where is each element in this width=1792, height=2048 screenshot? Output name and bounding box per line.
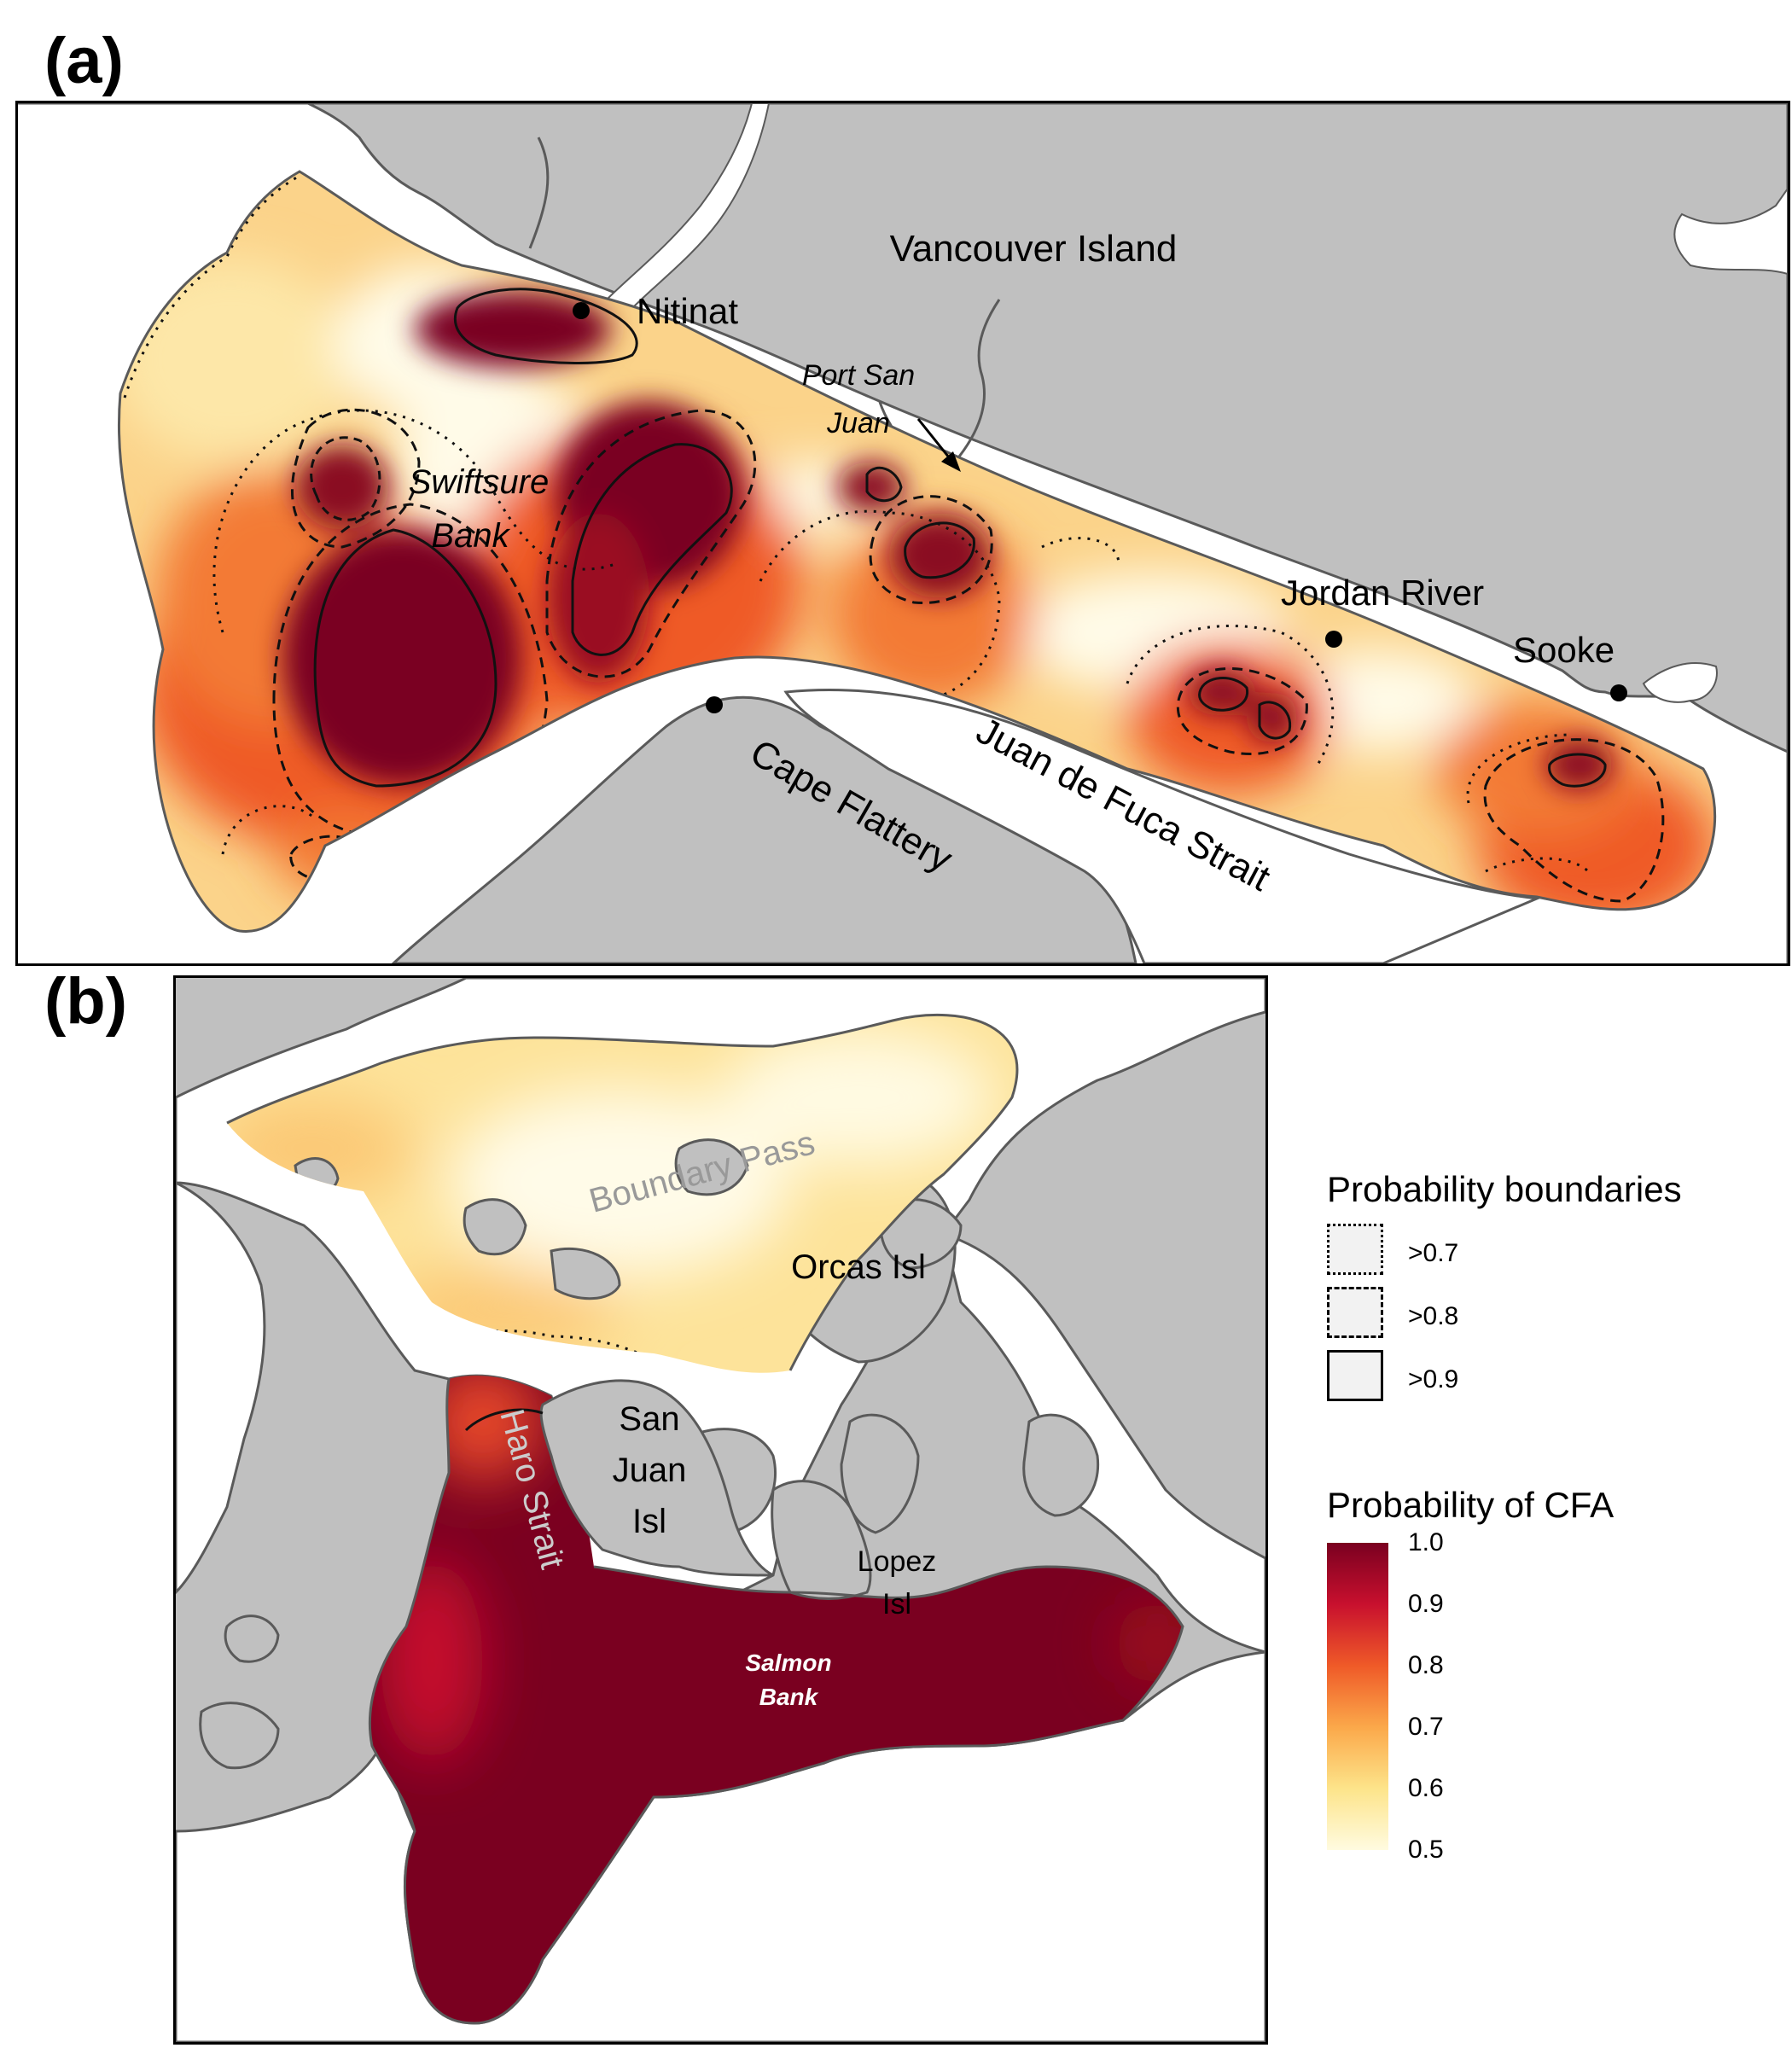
lopez-island-land — [771, 1480, 872, 1600]
water-channel — [176, 1181, 266, 1595]
study-area-outline-b-north — [226, 1013, 1019, 1371]
legend-label-0-9: >0.9 — [1408, 1365, 1459, 1393]
nitinat-marker — [573, 302, 590, 319]
island-land — [463, 1198, 527, 1256]
colorbar-tick: 1.0 — [1408, 1528, 1444, 1556]
colorbar — [1327, 1543, 1388, 1850]
island-land — [840, 1413, 920, 1534]
legend-key-dotted — [1327, 1224, 1383, 1275]
cape-flattery-marker — [706, 696, 723, 713]
colorbar-tick: 0.5 — [1408, 1836, 1444, 1864]
panel-b-label: (b) — [44, 965, 128, 1038]
island-land — [1022, 1413, 1100, 1517]
salmon-bank-label-1: Salmon — [745, 1649, 831, 1676]
swiftsure-label-2: Bank — [431, 517, 510, 555]
port-san-juan-label-1: Port San — [802, 359, 915, 392]
san-juan-island-land — [539, 1379, 774, 1577]
colorbar-tick: 0.9 — [1408, 1590, 1444, 1618]
boundaries-legend-title: Probability boundaries — [1327, 1169, 1682, 1209]
legend-label-0-8: >0.8 — [1408, 1302, 1459, 1330]
vancouver-island-label: Vancouver Island — [890, 228, 1178, 270]
arrow-head — [941, 451, 961, 472]
legend-key-solid — [1327, 1350, 1383, 1401]
map-panel-b: Boundary Pass Orcas Isl San Juan Isl Har… — [173, 975, 1268, 2045]
island-land — [550, 1247, 621, 1300]
inlet-shape — [1642, 662, 1718, 703]
san-juan-label-3: Isl — [632, 1503, 666, 1540]
jordan-river-marker — [1325, 631, 1342, 648]
colorbar-tick: 0.7 — [1408, 1713, 1444, 1741]
colorbar-title: Probability of CFA — [1327, 1485, 1615, 1525]
island-land — [674, 1138, 749, 1196]
sooke-label: Sooke — [1513, 630, 1615, 670]
lopez-label-2: Isl — [882, 1588, 911, 1620]
swiftsure-label-1: Swiftsure — [409, 463, 550, 501]
port-san-juan-label-2: Juan — [826, 407, 890, 439]
island-land — [199, 1702, 280, 1770]
colorbar-tick: 0.8 — [1408, 1651, 1444, 1679]
jordan-river-label: Jordan River — [1281, 573, 1484, 613]
orcas-island-label: Orcas Isl — [791, 1248, 926, 1286]
study-area-outline-b-south — [368, 1378, 1184, 2025]
legend-key-dashed — [1327, 1287, 1383, 1338]
inlet-shape — [605, 103, 771, 310]
island-land — [224, 1615, 280, 1663]
water-channel — [941, 1231, 1265, 1654]
study-area-outline-a — [117, 170, 1717, 933]
map-panel-a: Vancouver Island Nitinat Port San Juan S… — [15, 101, 1790, 966]
legend-label-0-7: >0.7 — [1408, 1239, 1459, 1267]
colorbar-tick: 0.6 — [1408, 1774, 1444, 1802]
contour-line — [464, 1408, 544, 1432]
port-san-juan-arrow — [916, 418, 954, 463]
island-land — [879, 1198, 963, 1270]
san-juan-label-2: Juan — [613, 1452, 687, 1489]
panel-a-label: (a) — [44, 25, 124, 97]
san-juan-label-1: San — [619, 1400, 679, 1438]
nitinat-label: Nitinat — [637, 291, 738, 331]
salmon-bank-label-2: Bank — [759, 1684, 819, 1710]
sooke-marker — [1610, 684, 1627, 701]
lopez-label-1: Lopez — [858, 1545, 937, 1578]
inlet-shape — [1673, 187, 1788, 276]
